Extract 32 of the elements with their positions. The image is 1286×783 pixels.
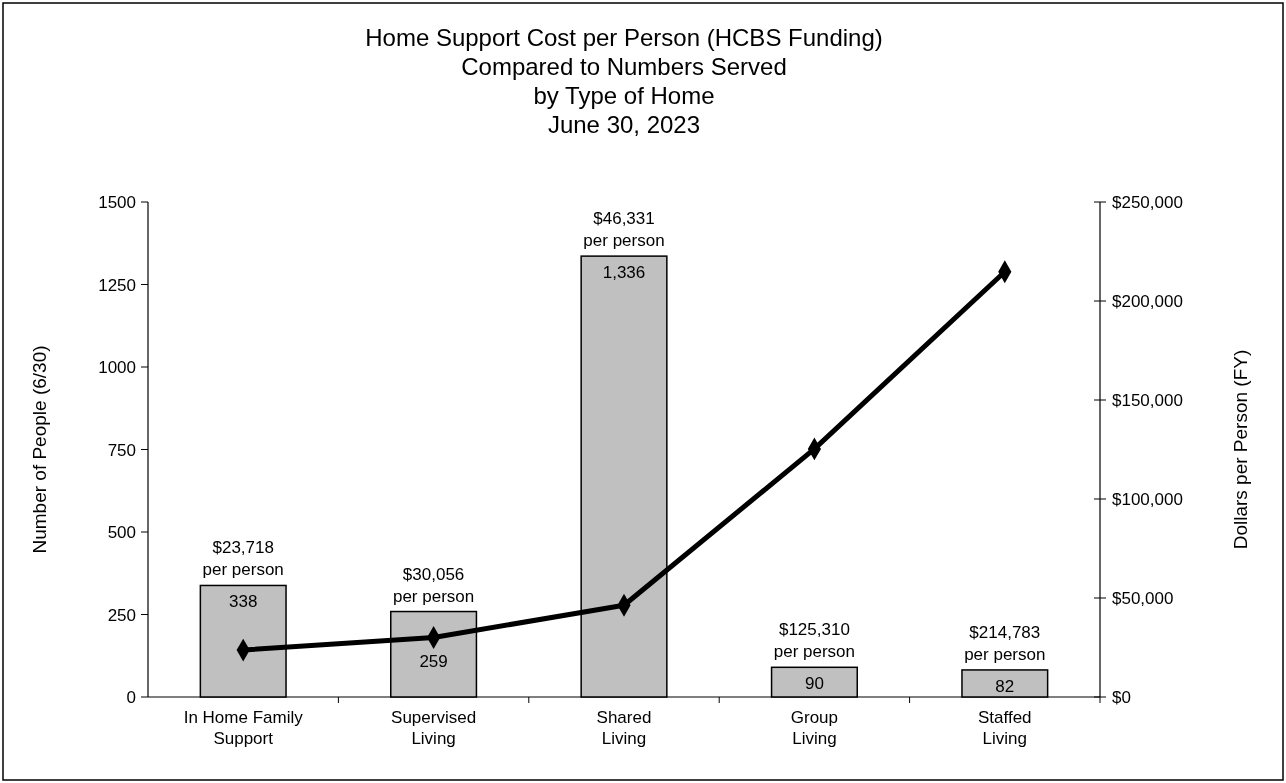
annotation: $23,718 per person — [202, 538, 284, 580]
y-tick-label: 250 — [107, 605, 136, 625]
y2-tick-label: $150,000 — [1112, 391, 1183, 410]
data-label: 259 — [419, 652, 448, 672]
y-tick-label: 500 — [107, 523, 136, 542]
x-tick-label: Supervised Living — [391, 708, 477, 748]
data-label: 90 — [804, 674, 824, 694]
data-label: 338 — [229, 592, 258, 612]
y2-tick-label: $100,000 — [1112, 490, 1183, 509]
data-label: 82 — [995, 676, 1015, 696]
x-tick-label: Shared Living — [596, 708, 652, 748]
y2-axis-title: Dollars per Person (FY) — [1230, 349, 1251, 550]
x-tick-label: Group Living — [790, 708, 839, 748]
annotation: $46,331 per person — [583, 209, 665, 251]
y-tick-label: 1000 — [98, 358, 136, 377]
x-tick-label: In Home Family Support — [183, 708, 304, 748]
y-tick-label: 1500 — [98, 193, 136, 212]
chart-title: Home Support Cost per Person (HCBS Funding) Compared to Numbers Served by Type of Home — [365, 24, 883, 109]
y-axis-title: Number of People (6/30) — [29, 345, 50, 554]
y2-tick-label: $50,000 — [1112, 589, 1174, 608]
x-tick-label: Staffed Living — [978, 708, 1032, 748]
y2-tick-label: $250,000 — [1112, 193, 1183, 212]
y-tick-label: 750 — [107, 440, 136, 460]
chart-subtitle: June 30, 2023 — [547, 111, 701, 138]
y-tick-label: 1250 — [98, 275, 136, 295]
annotation: $214,783 per person — [964, 622, 1046, 664]
annotation: $125,310 per person — [773, 620, 856, 662]
y2-tick-label: $200,000 — [1112, 292, 1183, 311]
annotation: $30,056 per person — [392, 564, 475, 606]
data-label: 1,336 — [602, 263, 646, 283]
y-tick-label: 0 — [126, 688, 136, 707]
y2-tick-label: $0 — [1112, 688, 1131, 707]
